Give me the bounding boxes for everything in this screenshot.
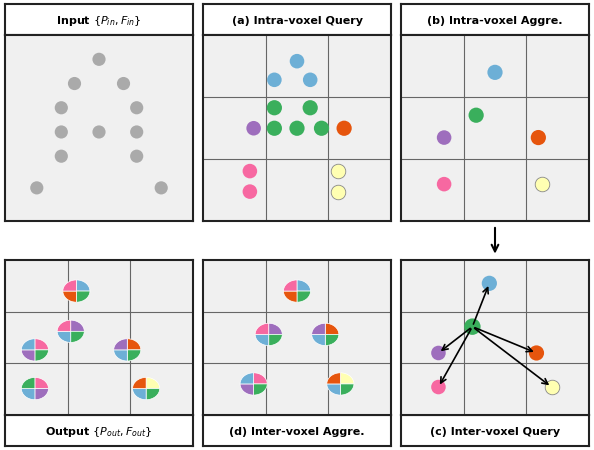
Point — [94, 128, 104, 135]
Wedge shape — [146, 378, 160, 389]
Wedge shape — [21, 339, 35, 350]
Point — [434, 383, 443, 391]
Point — [292, 58, 302, 65]
Wedge shape — [255, 323, 268, 334]
Wedge shape — [268, 334, 282, 346]
Point — [249, 125, 258, 132]
Wedge shape — [63, 291, 77, 302]
Point — [485, 280, 494, 287]
Wedge shape — [297, 280, 311, 291]
Point — [467, 323, 477, 330]
Wedge shape — [326, 334, 339, 346]
Wedge shape — [312, 323, 326, 334]
Wedge shape — [254, 384, 267, 395]
Point — [334, 188, 343, 195]
Wedge shape — [283, 291, 297, 302]
Text: (c) Inter-voxel Query: (c) Inter-voxel Query — [430, 427, 560, 437]
Wedge shape — [254, 373, 267, 384]
Wedge shape — [113, 339, 127, 350]
Point — [533, 134, 543, 141]
Wedge shape — [240, 384, 254, 395]
Point — [547, 383, 557, 391]
Wedge shape — [21, 389, 35, 400]
Text: (d) Inter-voxel Aggre.: (d) Inter-voxel Aggre. — [229, 427, 365, 437]
Wedge shape — [132, 389, 146, 400]
Point — [32, 184, 42, 191]
Wedge shape — [127, 350, 141, 361]
Point — [69, 80, 79, 87]
Point — [56, 153, 66, 160]
Wedge shape — [71, 331, 84, 342]
Wedge shape — [35, 339, 49, 350]
Point — [317, 125, 326, 132]
Wedge shape — [35, 389, 49, 400]
Point — [270, 104, 279, 111]
Point — [119, 80, 128, 87]
Point — [334, 167, 343, 175]
Point — [270, 125, 279, 132]
Text: (a) Intra-voxel Query: (a) Intra-voxel Query — [232, 16, 362, 26]
Point — [538, 180, 547, 188]
Point — [56, 128, 66, 135]
Point — [245, 167, 255, 175]
Wedge shape — [77, 291, 90, 302]
Wedge shape — [327, 384, 340, 395]
Point — [440, 134, 449, 141]
Text: (b) Intra-voxel Aggre.: (b) Intra-voxel Aggre. — [427, 16, 563, 26]
Wedge shape — [35, 378, 49, 389]
Wedge shape — [57, 331, 71, 342]
Point — [156, 184, 166, 191]
Wedge shape — [340, 384, 354, 395]
Wedge shape — [71, 320, 84, 331]
Wedge shape — [77, 280, 90, 291]
Wedge shape — [255, 334, 268, 346]
Wedge shape — [326, 323, 339, 334]
Point — [292, 125, 302, 132]
Wedge shape — [57, 320, 71, 331]
Wedge shape — [113, 350, 127, 361]
Wedge shape — [283, 280, 297, 291]
Wedge shape — [268, 323, 282, 334]
Wedge shape — [240, 373, 254, 384]
Point — [532, 349, 541, 356]
Point — [305, 76, 315, 83]
Point — [490, 69, 500, 76]
Point — [132, 104, 141, 111]
Point — [339, 125, 349, 132]
Wedge shape — [146, 389, 160, 400]
Point — [434, 349, 443, 356]
Point — [56, 104, 66, 111]
Point — [245, 188, 255, 195]
Point — [94, 56, 104, 63]
Point — [132, 128, 141, 135]
Wedge shape — [340, 373, 354, 384]
Point — [305, 104, 315, 111]
Wedge shape — [35, 350, 49, 361]
Wedge shape — [297, 291, 311, 302]
Text: Output $\{P_{out}, F_{out}\}$: Output $\{P_{out}, F_{out}\}$ — [45, 425, 153, 439]
Wedge shape — [63, 280, 77, 291]
Wedge shape — [127, 339, 141, 350]
Wedge shape — [132, 378, 146, 389]
Point — [440, 180, 449, 188]
Wedge shape — [327, 373, 340, 384]
Point — [472, 112, 481, 119]
Wedge shape — [312, 334, 326, 346]
Point — [270, 76, 279, 83]
Wedge shape — [21, 350, 35, 361]
Text: Input $\{P_{in}, F_{in}\}$: Input $\{P_{in}, F_{in}\}$ — [56, 14, 142, 28]
Point — [132, 153, 141, 160]
Wedge shape — [21, 378, 35, 389]
